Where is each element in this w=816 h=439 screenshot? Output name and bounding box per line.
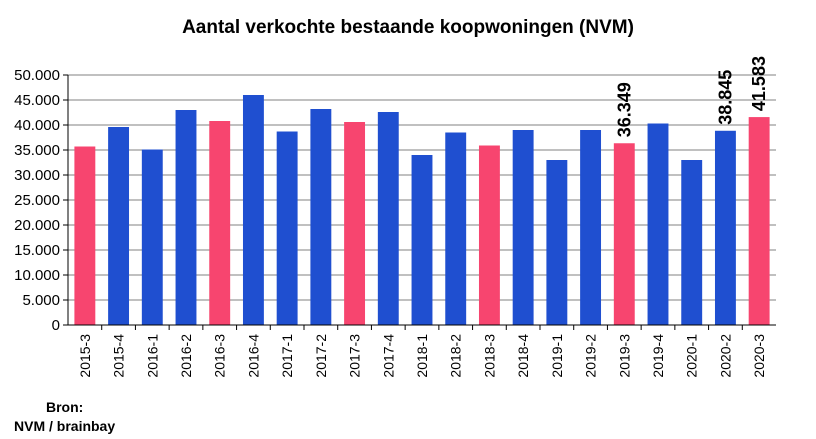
bar-2018-4 <box>512 130 534 325</box>
bar-2019-2 <box>580 130 602 325</box>
bar-2017-2 <box>310 109 332 325</box>
bar-2017-1 <box>276 131 298 325</box>
data-label-2019-3: 36.349 <box>614 82 634 137</box>
y-tick-label: 15.000 <box>14 242 60 259</box>
bar-2016-3 <box>209 121 231 325</box>
x-tick-label: 2018-1 <box>414 334 430 378</box>
bar-2019-4 <box>647 123 669 325</box>
y-tick-label: 20.000 <box>14 217 60 234</box>
x-tick-label: 2020-3 <box>751 334 767 378</box>
bar-2016-1 <box>141 149 163 325</box>
x-tick-label: 2019-4 <box>650 334 666 378</box>
y-tick-label: 45.000 <box>14 92 60 109</box>
bar-2019-3 <box>613 143 635 325</box>
bar-2020-3 <box>748 117 770 326</box>
y-tick-label: 10.000 <box>14 267 60 284</box>
x-tick-label: 2015-3 <box>77 334 93 378</box>
x-tick-label: 2019-3 <box>616 334 632 378</box>
data-label-2020-2: 38.845 <box>715 70 735 125</box>
bar-2016-4 <box>242 95 264 325</box>
bar-2016-2 <box>175 110 197 325</box>
source-label: Bron: <box>46 399 84 415</box>
y-tick-label: 0 <box>52 317 60 334</box>
source-name: NVM / brainbay <box>14 418 116 434</box>
x-tick-label: 2018-2 <box>448 334 464 378</box>
x-tick-label: 2017-4 <box>380 334 396 378</box>
x-tick-label: 2016-1 <box>144 334 160 378</box>
bar-2019-1 <box>546 160 568 325</box>
x-tick-label: 2016-4 <box>245 334 261 378</box>
data-label-2020-3: 41.583 <box>749 56 769 111</box>
bar-2018-3 <box>478 145 500 325</box>
x-tick-label: 2015-4 <box>111 334 127 378</box>
y-tick-label: 50.000 <box>14 67 60 84</box>
chart-title: Aantal verkochte bestaande koopwoningen … <box>182 17 634 38</box>
x-tick-label: 2020-1 <box>684 334 700 378</box>
y-tick-label: 25.000 <box>14 192 60 209</box>
x-tick-label: 2017-3 <box>347 334 363 378</box>
bar-2018-2 <box>445 132 467 325</box>
bar-2015-4 <box>108 127 130 325</box>
y-tick-label: 40.000 <box>14 117 60 134</box>
x-tick-label: 2018-3 <box>481 334 497 378</box>
x-tick-label: 2016-3 <box>212 334 228 378</box>
bar-2017-4 <box>377 112 399 325</box>
source-note: Bron: NVM / brainbay <box>14 398 115 436</box>
x-tick-label: 2017-1 <box>279 334 295 378</box>
x-tick-label: 2017-2 <box>313 334 329 378</box>
bar-2020-1 <box>681 160 703 325</box>
bar-2015-3 <box>74 146 96 325</box>
x-tick-label: 2019-2 <box>583 334 599 378</box>
y-tick-label: 35.000 <box>14 142 60 159</box>
x-tick-label: 2019-1 <box>549 334 565 378</box>
x-tick-label: 2018-4 <box>515 334 531 378</box>
x-tick-label: 2020-2 <box>717 334 733 378</box>
bar-2017-3 <box>344 122 366 325</box>
bar-2018-1 <box>411 155 433 325</box>
x-tick-label: 2016-2 <box>178 334 194 378</box>
bar-2020-2 <box>714 130 736 325</box>
y-tick-label: 5.000 <box>22 292 60 309</box>
y-tick-label: 30.000 <box>14 167 60 184</box>
